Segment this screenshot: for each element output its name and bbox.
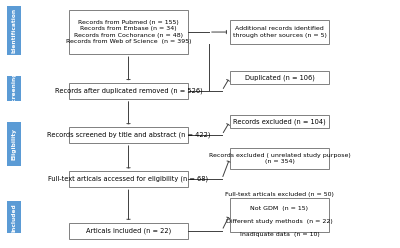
FancyBboxPatch shape	[69, 171, 188, 187]
FancyBboxPatch shape	[69, 83, 188, 99]
Text: Records after duplicated removed (n = 526): Records after duplicated removed (n = 52…	[55, 88, 202, 94]
Text: Articals included (n = 22): Articals included (n = 22)	[86, 227, 171, 234]
Text: Full-text articals accessed for eligibility (n = 68): Full-text articals accessed for eligibil…	[48, 176, 208, 183]
FancyBboxPatch shape	[7, 76, 21, 101]
Text: Identification: Identification	[12, 8, 17, 53]
Text: Additional records identified
through other sources (n = 5): Additional records identified through ot…	[232, 26, 326, 38]
FancyBboxPatch shape	[230, 71, 329, 84]
FancyBboxPatch shape	[7, 201, 21, 233]
Text: Full-text articals excluded (n = 50)

Not GDM  (n = 15)

Different study methods: Full-text articals excluded (n = 50) Not…	[225, 192, 334, 237]
Text: Records excluded ( unrelated study purpose)
(n = 354): Records excluded ( unrelated study purpo…	[208, 153, 350, 164]
FancyBboxPatch shape	[230, 20, 329, 44]
Text: Screening: Screening	[12, 72, 17, 105]
Text: Records from Pubmed (n = 155)
Records from Embase (n = 34)
Records from Cochoran: Records from Pubmed (n = 155) Records fr…	[66, 20, 191, 44]
Text: Records screened by title and abstract (n = 422): Records screened by title and abstract (…	[47, 132, 210, 138]
FancyBboxPatch shape	[230, 198, 329, 232]
FancyBboxPatch shape	[230, 148, 329, 169]
Text: Records excluded (n = 104): Records excluded (n = 104)	[233, 118, 326, 125]
FancyBboxPatch shape	[69, 223, 188, 239]
Text: Duplicated (n = 106): Duplicated (n = 106)	[244, 74, 314, 81]
FancyBboxPatch shape	[7, 6, 21, 55]
Text: Included: Included	[12, 203, 17, 232]
FancyBboxPatch shape	[69, 10, 188, 54]
FancyBboxPatch shape	[230, 115, 329, 128]
Text: Eligibility: Eligibility	[12, 128, 17, 160]
FancyBboxPatch shape	[69, 127, 188, 143]
FancyBboxPatch shape	[7, 122, 21, 166]
